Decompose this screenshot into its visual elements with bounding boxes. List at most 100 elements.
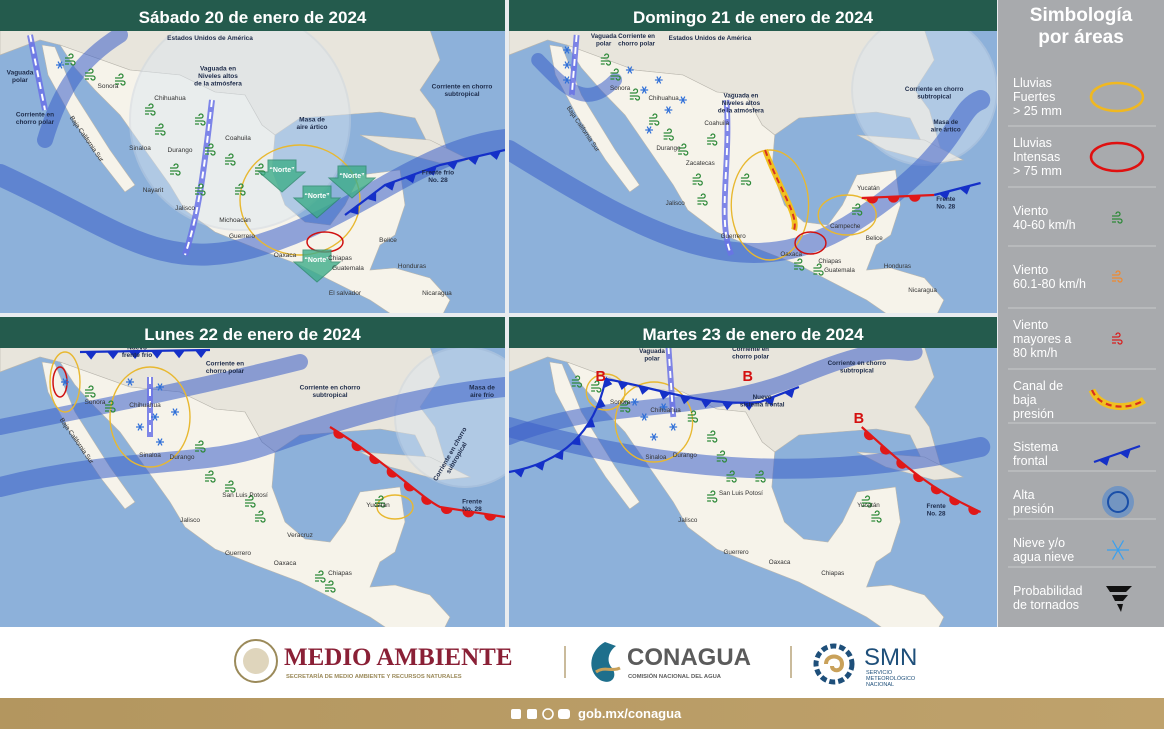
front-symbol (783, 388, 795, 399)
system-label: de la atmósfera (718, 107, 764, 114)
wind-icon (195, 440, 206, 453)
north-wind-label: “Norte” (269, 167, 294, 174)
conagua-name: CONAGUA (627, 644, 751, 671)
place-label: Guerrero (229, 233, 255, 240)
place-label: Yucatán (857, 502, 880, 509)
system-label: Masa de (299, 116, 325, 123)
place-label: Sonora (85, 399, 106, 406)
system-label: Masa de (469, 384, 495, 391)
snow-icon (137, 423, 143, 431)
wind-icon (255, 510, 266, 523)
jet-stream (509, 90, 991, 263)
north-wind-arrow (257, 159, 307, 193)
wind-icon (375, 495, 386, 508)
wind-icon (195, 113, 206, 126)
front-symbol (638, 385, 650, 395)
place-label: Coahuila (704, 120, 729, 127)
system-label: Corriente en (732, 346, 769, 353)
panel-title: Sábado 20 de enero de 2024 (139, 8, 367, 27)
facebook-icon[interactable] (511, 709, 521, 719)
footer-url[interactable]: gob.mx/conagua (578, 706, 682, 721)
wind-icon (687, 410, 699, 423)
front-symbol (467, 155, 480, 165)
heavy-rain-area (376, 494, 414, 520)
north-wind-label: “Norte” (304, 193, 329, 200)
trough-dash (723, 99, 733, 256)
jet-stream (509, 343, 923, 445)
youtube-icon[interactable] (558, 709, 570, 719)
snow-icon (152, 413, 158, 421)
wind-icon (692, 173, 703, 186)
legend-label: Lluvias (1013, 136, 1052, 150)
panel-title: Domingo 21 de enero de 2024 (633, 8, 874, 27)
low-pressure-label: B (596, 369, 606, 385)
low-pressure-channel-dash (764, 149, 796, 231)
place-label: Sonora (98, 83, 119, 90)
front-symbol (425, 166, 437, 176)
place-label: Guerrero (724, 549, 750, 556)
smn-subtitle: METEOROLÓGICO (866, 675, 916, 682)
snow-icon (564, 76, 570, 84)
footer-bar (0, 698, 1164, 729)
place-label: Belice (866, 235, 884, 242)
place-label: Chiapas (818, 258, 841, 265)
smn-subtitle: SERVICIO (866, 670, 893, 676)
snow-icon (172, 408, 178, 416)
wind-icon (145, 103, 156, 116)
front-symbol (484, 513, 497, 521)
place-label: Durango (656, 145, 680, 152)
legend-label: Viento (1013, 318, 1048, 332)
wind-icon (65, 53, 76, 66)
system-label: No. 28 (936, 204, 955, 211)
wind-icon (663, 128, 674, 141)
front-symbol (764, 396, 775, 406)
north-wind-label: “Norte” (339, 173, 364, 180)
cold-front (79, 348, 211, 354)
smn-subtitle: NACIONAL (866, 682, 894, 688)
front-symbol (930, 485, 942, 495)
legend-icon (1112, 332, 1123, 345)
place-label: Jalisco (678, 517, 698, 524)
place-label: Sonora (610, 85, 631, 92)
legend-icon (1106, 586, 1132, 612)
front-symbol (333, 429, 345, 439)
wind-icon (155, 123, 166, 136)
wind-icon (325, 580, 336, 593)
smn-icon (813, 643, 855, 685)
snow-icon (564, 61, 570, 69)
system-label: chorro polar (732, 354, 769, 361)
twitter-icon[interactable] (527, 709, 537, 719)
heavy-rain-area (49, 351, 81, 413)
snow-icon (62, 378, 68, 386)
place-label: Chihuahua (129, 402, 161, 409)
legend-label: Lluvias (1013, 76, 1052, 90)
place-label: Jalisco (666, 200, 686, 207)
front-symbol (386, 467, 398, 478)
system-label: Frente frío (422, 169, 454, 176)
front-symbol (896, 458, 907, 469)
front-symbol (440, 507, 453, 515)
smn-name: SMN (864, 644, 917, 671)
system-label: Frente (927, 503, 947, 510)
instagram-icon[interactable] (542, 708, 554, 720)
front-symbol (446, 160, 459, 170)
wind-icon (85, 385, 96, 398)
system-label: Masa de (933, 119, 958, 126)
place-label: Chihuahua (154, 95, 186, 102)
system-label: Frente (936, 196, 956, 203)
wind-icon (707, 490, 718, 503)
system-label: subtropical (444, 91, 479, 98)
front-symbol (366, 191, 377, 202)
legend-label: de tornados (1013, 598, 1079, 612)
front-symbol (863, 430, 875, 441)
wind-icon (600, 53, 612, 66)
cold-front (344, 148, 505, 216)
place-label: Chiapas (821, 570, 844, 577)
front-symbol (553, 450, 564, 461)
